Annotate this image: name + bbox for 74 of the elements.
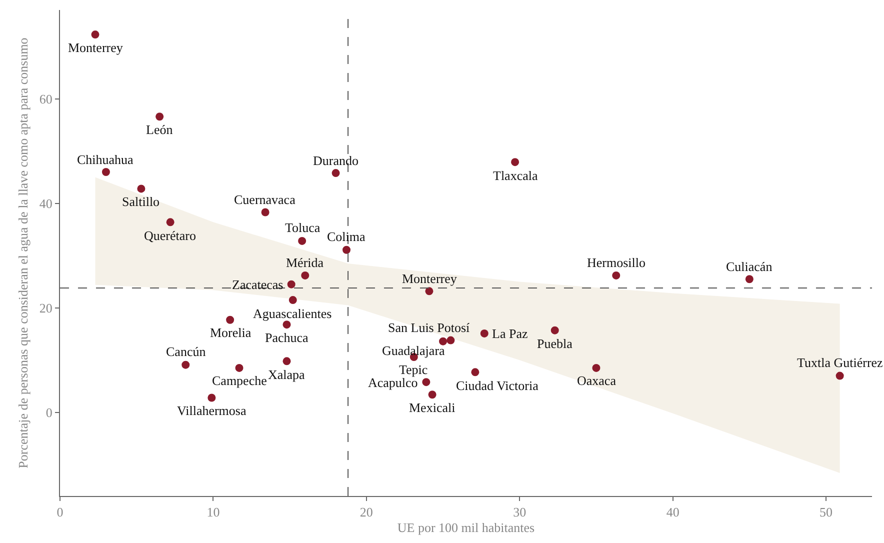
- point: [235, 364, 244, 372]
- annotation: Tepic: [399, 362, 428, 377]
- point: [446, 336, 455, 344]
- point: [166, 218, 174, 226]
- point: [287, 280, 296, 288]
- point: [282, 320, 291, 329]
- point: [480, 329, 488, 338]
- annotation: Durando: [313, 153, 358, 168]
- point: [298, 236, 306, 245]
- x-tick-label: 10: [206, 504, 220, 520]
- y-axis-title: Porcentaje de personas que consideran el agua de la llave como apta para consumo: [15, 38, 30, 468]
- x-tick-label: 30: [513, 504, 526, 520]
- annotation: Zacatecas: [232, 277, 284, 292]
- annotation: Villahermosa: [177, 403, 246, 418]
- point: [745, 275, 754, 284]
- annotation: Mexicali: [409, 400, 456, 415]
- annotation: Monterrey: [68, 40, 124, 55]
- annotation: Tuxtla Gutiérrez: [797, 355, 884, 370]
- point: [301, 271, 310, 280]
- x-tick-label: 50: [820, 504, 833, 520]
- point: [226, 316, 234, 324]
- x-tick-label: 40: [666, 504, 680, 520]
- annotation: Pachuca: [265, 330, 309, 345]
- point: [102, 168, 110, 176]
- annotation: Ciudad Victoria: [456, 378, 539, 393]
- point: [612, 271, 620, 280]
- x-tick-label: 20: [360, 504, 373, 520]
- annotation: Querétaro: [144, 228, 196, 243]
- y-tick-label: 40: [39, 196, 52, 211]
- point: [261, 208, 270, 216]
- annotation: Chihuahua: [77, 152, 134, 167]
- point: [425, 287, 434, 296]
- annotation: Guadalajara: [382, 343, 446, 358]
- point: [288, 296, 297, 304]
- point: [282, 357, 291, 366]
- annotation: Oaxaca: [577, 373, 616, 388]
- point: [182, 360, 190, 369]
- x-axis-title: UE por 100 mil habitantes: [397, 520, 535, 536]
- point: [471, 368, 480, 376]
- y-tick-label: 0: [46, 404, 52, 420]
- annotation: La Paz: [492, 326, 528, 341]
- point: [422, 378, 430, 386]
- annotation: Cancún: [166, 344, 206, 359]
- point: [91, 30, 100, 39]
- point: [511, 158, 520, 166]
- annotation: Monterrey: [402, 271, 458, 286]
- x-tick-label: 0: [56, 504, 64, 520]
- point: [208, 394, 216, 402]
- annotation: Culiacán: [726, 259, 773, 274]
- annotation: Campeche: [212, 373, 268, 388]
- annotation: Xalapa: [268, 367, 306, 382]
- annotation: Colima: [327, 229, 366, 244]
- point: [332, 169, 340, 178]
- annotation: Mérida: [286, 255, 324, 270]
- annotation: Tlaxcala: [493, 168, 538, 183]
- point: [342, 246, 350, 254]
- annotation: Cuernavaca: [234, 192, 296, 207]
- annotation: Puebla: [537, 336, 573, 351]
- annotation: San Luis Potosí: [388, 320, 470, 335]
- annotation: León: [146, 122, 174, 137]
- point: [550, 326, 559, 334]
- annotation: Hermosillo: [587, 255, 646, 270]
- point: [439, 337, 448, 346]
- point: [137, 184, 146, 193]
- annotation: Aguascalientes: [253, 306, 332, 321]
- y-tick-label: 20: [39, 300, 52, 316]
- point: [592, 364, 600, 372]
- point: [428, 390, 436, 399]
- point: [156, 112, 164, 121]
- annotation: Saltillo: [122, 194, 160, 209]
- annotation: Toluca: [285, 220, 320, 235]
- annotation: Morelia: [210, 325, 252, 340]
- y-tick-label: 60: [39, 91, 52, 106]
- point: [836, 372, 844, 380]
